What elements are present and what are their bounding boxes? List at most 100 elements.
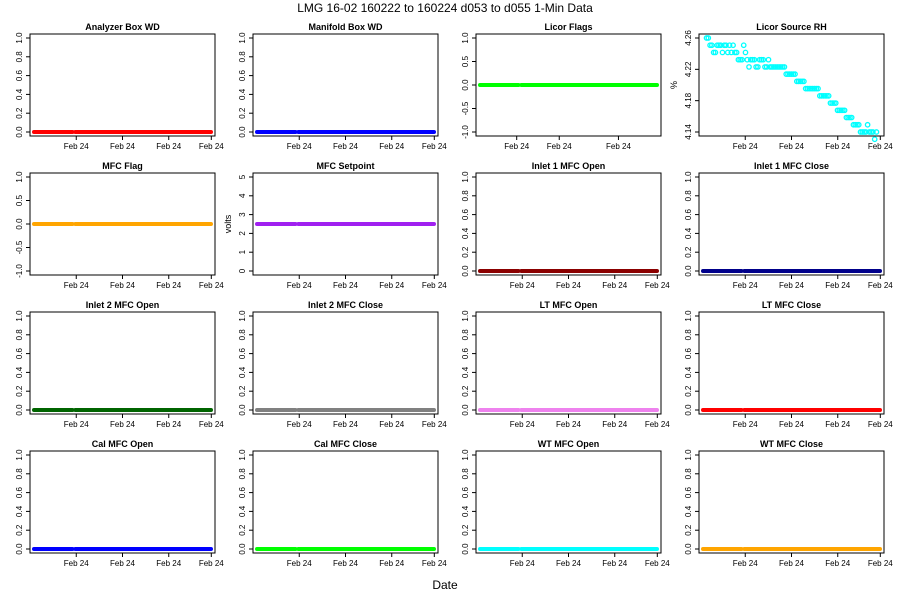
y-tick-label: 0.0 [684,404,693,416]
y-tick-label: 0.4 [461,505,470,517]
y-tick-label: 1.0 [15,32,24,44]
panel-frame [252,311,439,415]
y-tick-label: 0.8 [15,468,24,480]
y-tick-label: 0.2 [684,524,693,536]
y-tick-label: 0.0 [15,404,24,416]
x-tick-label: Feb 24 [287,281,312,290]
y-tick-label: 0.8 [15,329,24,341]
y-tick-label: 0.0 [461,404,470,416]
x-tick-label: Feb 24 [110,420,135,429]
x-tick-label: Feb 24 [606,142,631,151]
y-tick-label: 0.6 [15,486,24,498]
y-tick-label: 0.6 [684,208,693,220]
x-tick-label: Feb 24 [287,142,312,151]
y-tick-label: 4.14 [684,124,693,140]
data-point [712,49,719,56]
x-tick-label: Feb 24 [422,420,447,429]
panel-title: LT MFC Close [762,300,821,310]
y-tick-label: 1.0 [15,171,24,183]
y-tick-label: 0.2 [238,385,247,397]
y-tick-label: 0.6 [461,347,470,359]
data-point [751,56,758,63]
y-tick-label: 0.6 [15,69,24,81]
y-tick-label: 0.6 [684,486,693,498]
y-tick-label: 0.6 [684,347,693,359]
y-tick-label: 1.0 [684,449,693,461]
x-tick-label: Feb 24 [868,281,893,290]
x-tick-label: Feb 24 [645,281,670,290]
y-tick-label: 0.4 [238,505,247,517]
data-point [848,114,855,121]
data-point [726,42,733,49]
y-tick-label: 4.26 [684,30,693,46]
y-tick-label: 0.4 [461,227,470,239]
y-tick-label: 1.0 [15,449,24,461]
x-tick-label: Feb 24 [379,142,404,151]
data-point [705,35,712,41]
panel-frame [475,172,662,276]
x-tick-label: Feb 24 [602,559,627,568]
x-tick-label: Feb 24 [645,559,670,568]
y-tick-label: 0.0 [461,265,470,277]
panel-title: Manifold Box WD [309,22,383,32]
data-point [744,56,751,63]
y-tick-label: 0.0 [15,218,24,230]
y-tick-label: 4 [238,193,247,198]
x-tick-label: Feb 24 [825,281,850,290]
y-tick-label: 0.8 [238,468,247,480]
x-tick-label: Feb 24 [779,420,804,429]
y-tick-label: 1.0 [15,310,24,322]
x-tick-label: Feb 24 [510,281,535,290]
data-point [832,100,839,106]
y-tick-label: 3 [238,212,247,217]
panel-frame [475,311,662,415]
x-tick-label: Feb 24 [733,559,758,568]
data-point [742,49,749,56]
x-tick-label: Feb 24 [333,559,358,568]
x-tick-label: Feb 24 [868,142,893,151]
x-tick-label: Feb 24 [156,281,181,290]
panel-title: Cal MFC Open [92,439,154,449]
y-tick-label: 0.8 [461,468,470,480]
y-tick-label: 0.2 [15,524,24,536]
x-tick-label: Feb 24 [199,142,224,151]
y-tick-label: 1.0 [461,171,470,183]
data-point [763,64,770,70]
panel-title: Inlet 2 MFC Close [308,300,383,310]
x-tick-label: Feb 24 [287,420,312,429]
x-tick-label: Feb 24 [379,559,404,568]
x-tick-label: Feb 24 [379,420,404,429]
data-point [871,136,878,143]
panel-frame [252,33,439,137]
y-tick-label: 0.6 [238,69,247,81]
y-tick-label: 0.2 [461,385,470,397]
x-tick-label: Feb 24 [110,559,135,568]
y-tick-label: 0.6 [15,347,24,359]
y-tick-label: 0.8 [238,329,247,341]
panel-frame [698,33,885,137]
panel-frame [475,450,662,554]
y-tick-label: 0.4 [684,366,693,378]
y-tick-label: 1.0 [238,449,247,461]
y-tick-label: 0.5 [15,194,24,206]
y-tick-label: 0.6 [238,347,247,359]
x-tick-label: Feb 24 [779,142,804,151]
x-tick-label: Feb 24 [333,142,358,151]
panel-title: Licor Flags [544,22,592,32]
x-tick-label: Feb 24 [156,142,181,151]
y-tick-label: 1.0 [461,310,470,322]
x-tick-label: Feb 24 [779,281,804,290]
data-point [864,121,871,128]
y-axis-label: % [669,81,679,89]
y-tick-label: 0.4 [15,88,24,100]
x-tick-label: Feb 24 [556,559,581,568]
y-tick-label: 4.18 [684,92,693,108]
data-point [760,56,767,63]
y-tick-label: 0.0 [461,543,470,555]
y-tick-label: 0.6 [461,208,470,220]
data-point [717,42,724,49]
y-tick-label: 0.2 [461,246,470,258]
data-point [870,129,876,135]
